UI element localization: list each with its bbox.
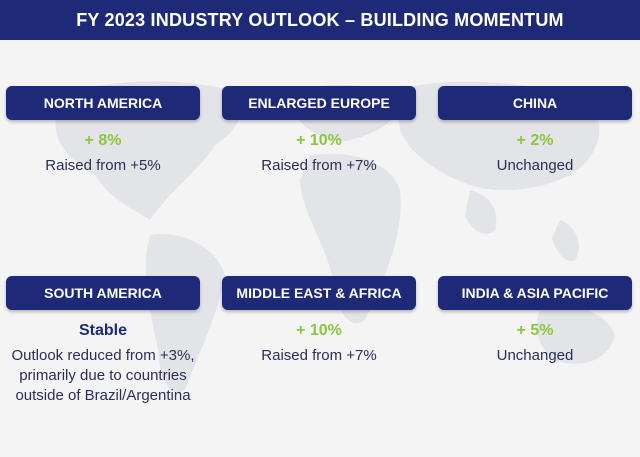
region-label: SOUTH AMERICA (6, 276, 200, 310)
region-value: + 10% (296, 322, 342, 339)
region-card-south-america: SOUTH AMERICA Stable Outlook reduced fro… (6, 276, 200, 406)
region-label: INDIA & ASIA PACIFIC (438, 276, 632, 310)
region-value: + 8% (84, 132, 122, 149)
region-card-india-asia-pacific: INDIA & ASIA PACIFIC + 5% Unchanged (438, 276, 632, 366)
region-description: Outlook reduced from +3%, primarily due … (11, 347, 195, 404)
region-value: + 10% (296, 132, 342, 149)
region-description: Unchanged (496, 157, 574, 174)
region-label: ENLARGED EUROPE (222, 86, 416, 120)
region-value: Stable (78, 322, 127, 339)
region-value: + 5% (516, 322, 554, 339)
page-title-text: FY 2023 INDUSTRY OUTLOOK – BUILDING MOME… (76, 9, 564, 30)
region-description: Raised from +7% (261, 347, 377, 364)
region-description: Raised from +5% (45, 157, 161, 174)
page-title: FY 2023 INDUSTRY OUTLOOK – BUILDING MOME… (0, 0, 640, 40)
region-label: MIDDLE EAST & AFRICA (222, 276, 416, 310)
region-card-middle-east-africa: MIDDLE EAST & AFRICA + 10% Raised from +… (222, 276, 416, 366)
region-label: NORTH AMERICA (6, 86, 200, 120)
region-description: Unchanged (496, 347, 574, 364)
region-value: + 2% (516, 132, 554, 149)
region-description: Raised from +7% (261, 157, 377, 174)
region-label: CHINA (438, 86, 632, 120)
region-card-north-america: NORTH AMERICA + 8% Raised from +5% (6, 86, 200, 176)
region-card-enlarged-europe: ENLARGED EUROPE + 10% Raised from +7% (222, 86, 416, 176)
region-card-china: CHINA + 2% Unchanged (438, 86, 632, 176)
